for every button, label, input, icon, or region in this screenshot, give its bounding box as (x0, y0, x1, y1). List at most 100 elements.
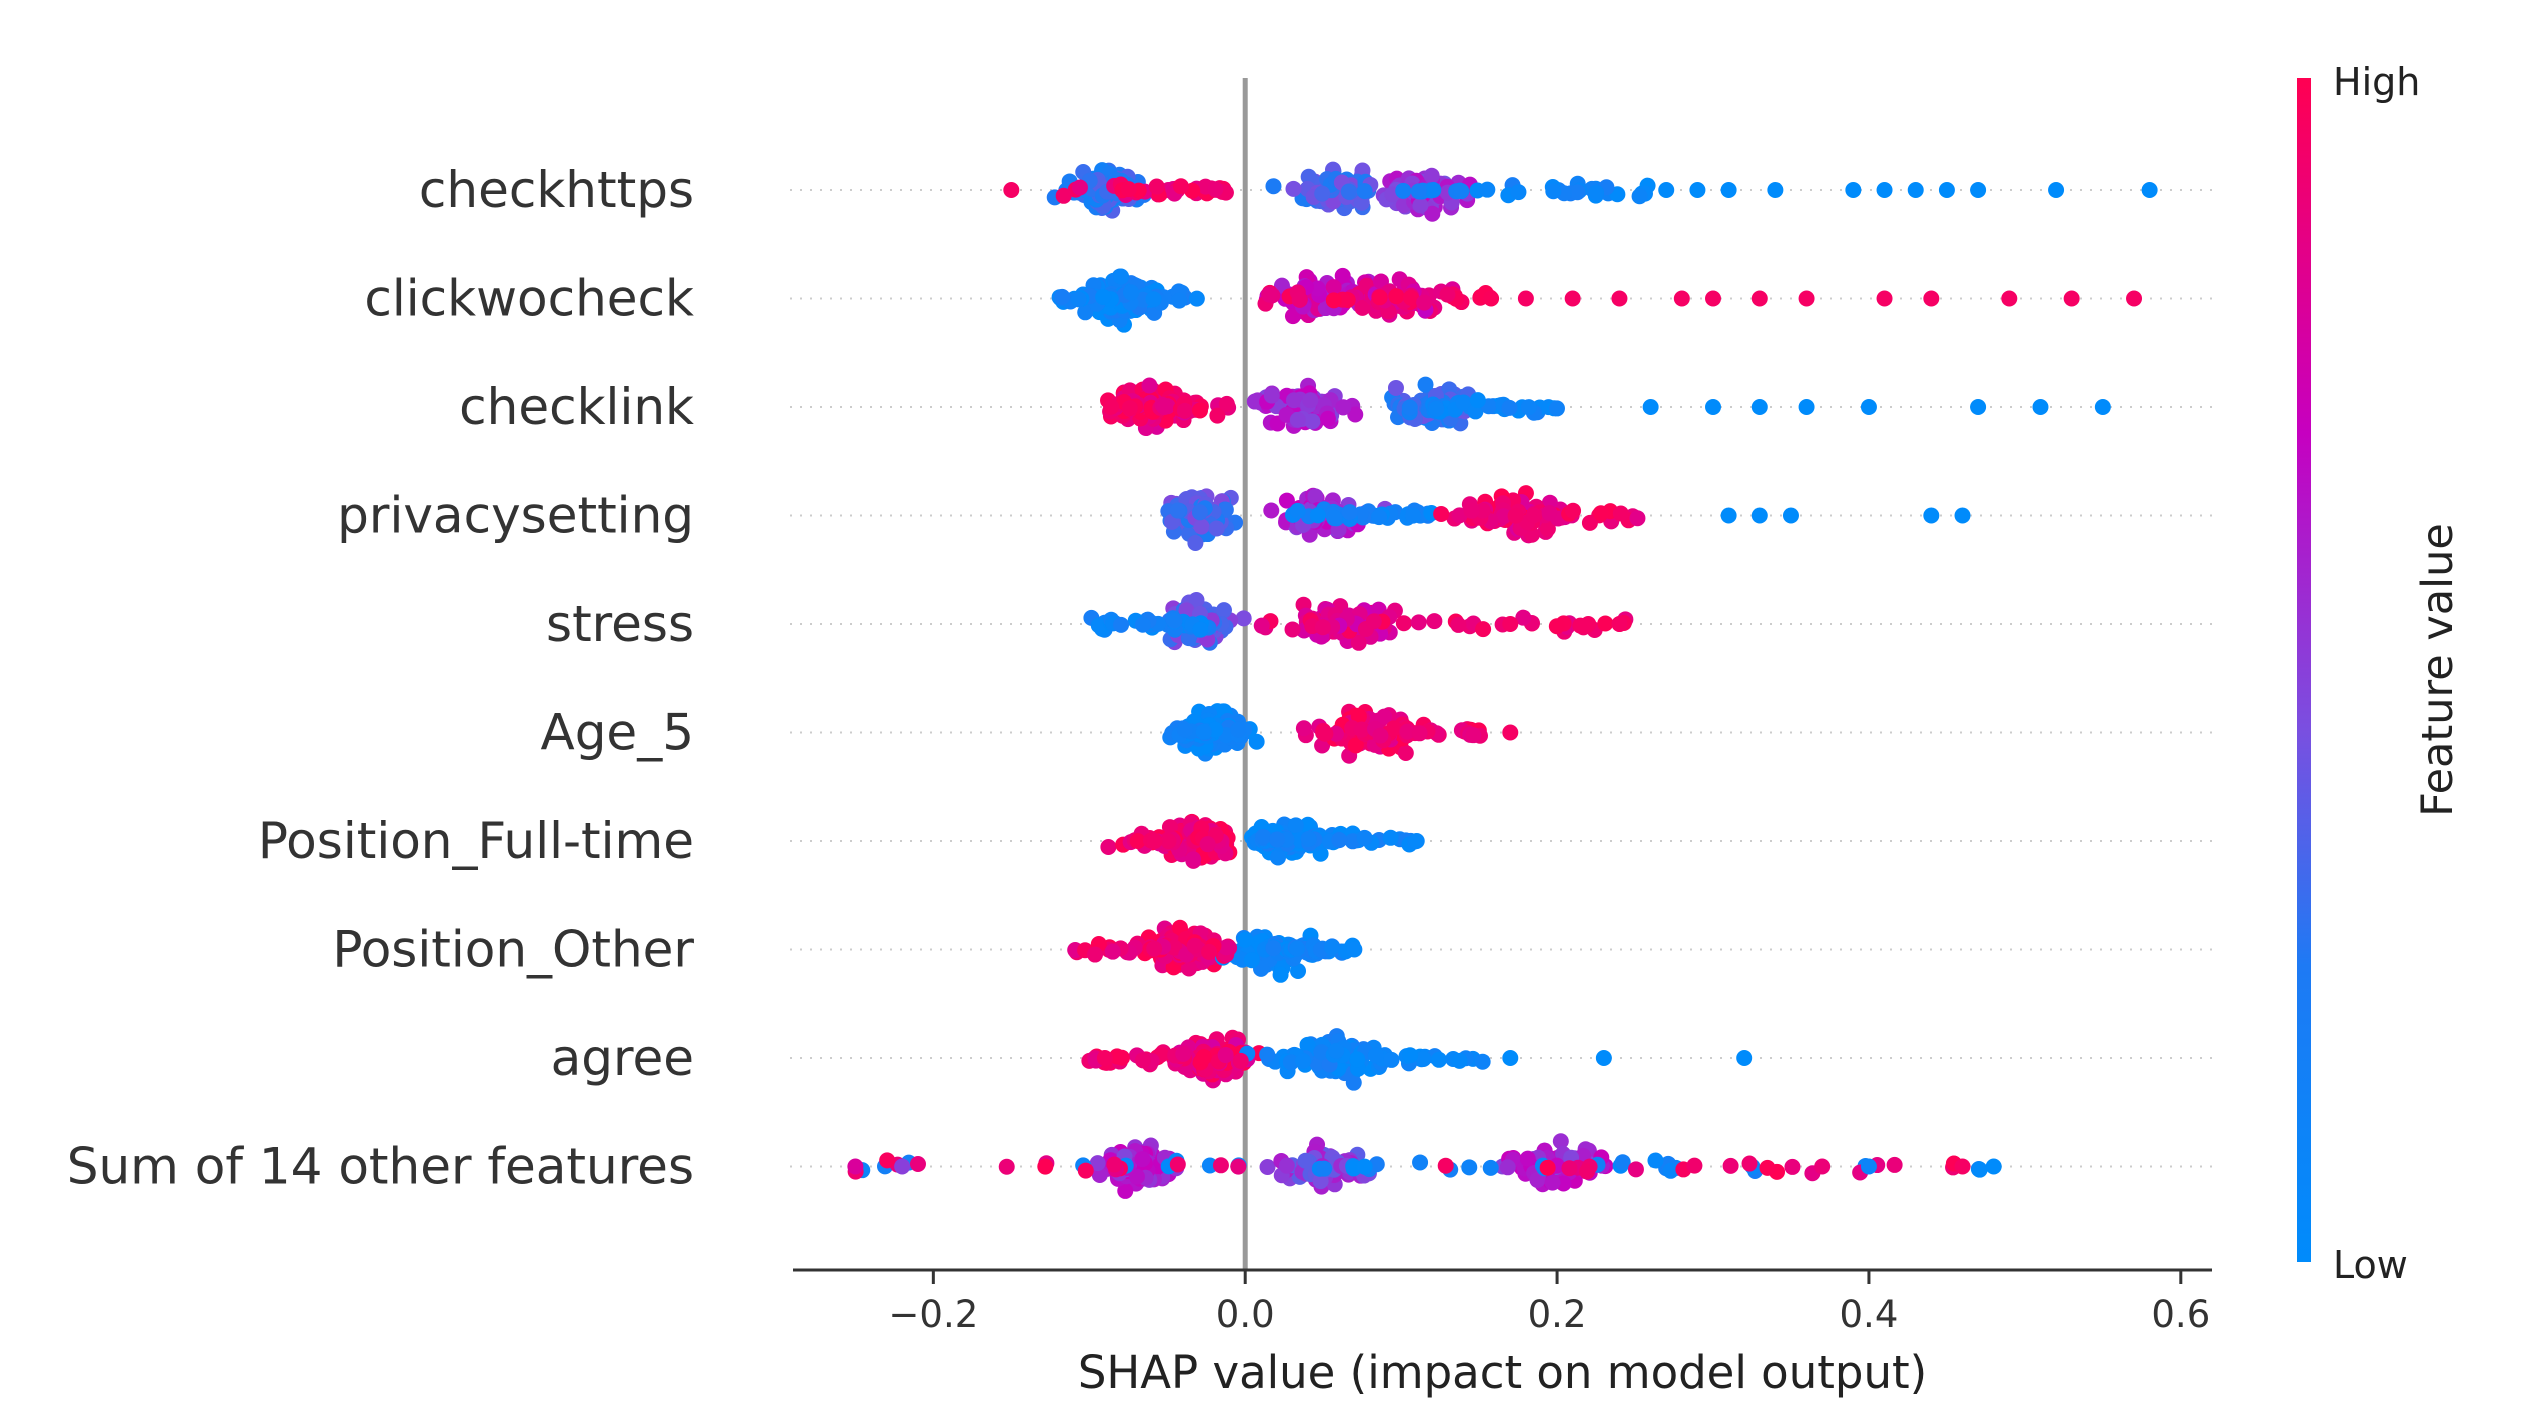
shap-point-outlier (2032, 399, 2049, 415)
shap-point (1886, 1156, 1903, 1173)
shap-point (1185, 851, 1202, 868)
shap-point (1289, 502, 1306, 519)
shap-point-outlier (2126, 290, 2143, 307)
shap-point-outlier (1720, 507, 1737, 524)
shap-point-outlier (1736, 1050, 1753, 1066)
shap-point (1365, 613, 1382, 630)
feature-row-stress (1083, 591, 1634, 651)
shap-point (1631, 188, 1648, 205)
shap-point (1176, 402, 1193, 419)
shap-point (1450, 616, 1467, 633)
shap-point (1272, 966, 1289, 983)
shap-point (1314, 185, 1331, 202)
shap-point (1263, 502, 1280, 519)
shap-point (1451, 507, 1468, 524)
x-tick-label: 0.0 (1216, 1293, 1275, 1336)
colorbar: High Low Feature value (2297, 60, 2463, 1287)
shap-point (1037, 1158, 1054, 1175)
shap-point (1117, 1182, 1134, 1199)
shap-point (1265, 940, 1282, 957)
shap-point (1592, 505, 1609, 522)
shap-point (1356, 1158, 1373, 1175)
shap-point-outlier (1689, 182, 1706, 198)
shap-point-outlier (1502, 1050, 1519, 1066)
feature-label-checkhttps: checkhttps (419, 161, 694, 219)
shap-point (1545, 183, 1562, 200)
shap-point (1295, 1052, 1312, 1069)
shap-point (1314, 619, 1331, 636)
shap-point (1215, 602, 1232, 619)
shap-point (879, 1152, 896, 1169)
shap-point (1474, 1053, 1491, 1070)
shap-point (1614, 1154, 1631, 1171)
shap-point (1612, 505, 1629, 522)
shap-point (1416, 294, 1433, 311)
shap-point-outlier (2048, 182, 2065, 198)
feature-row-agree (1081, 1028, 1753, 1091)
shap-point (1529, 1171, 1546, 1188)
shap-point (1552, 1133, 1569, 1150)
shap-point-outlier (1985, 1158, 2002, 1175)
shap-point (1439, 286, 1456, 303)
shap-point (1430, 1051, 1447, 1068)
colorbar-high-label: High (2333, 60, 2420, 104)
shap-point (1588, 184, 1605, 201)
shap-point (1299, 1036, 1316, 1053)
shap-point-outlier (1705, 399, 1722, 415)
x-tick-label: 0.6 (2151, 1293, 2210, 1336)
feature-row-age-5 (1162, 703, 1519, 764)
shap-point-outlier (1611, 616, 1628, 632)
shap-point (1176, 721, 1193, 738)
feature-label-sum-of-14-other-features: Sum of 14 other features (67, 1138, 694, 1196)
feature-row-sum-of-14-other-features (847, 1133, 2002, 1199)
shap-point (1278, 1157, 1295, 1174)
shap-point (1307, 488, 1324, 505)
shap-point (1561, 1160, 1578, 1177)
shap-point (1091, 1166, 1108, 1183)
shap-point (1166, 612, 1183, 629)
shap-point-outlier (1845, 182, 1862, 198)
shap-point-outlier (1954, 507, 1971, 524)
shap-point (1469, 392, 1486, 409)
shap-point (1722, 1157, 1739, 1174)
shap-point (1323, 939, 1340, 956)
shap-point (1172, 178, 1189, 195)
feature-label-agree: agree (551, 1029, 694, 1087)
shap-point (1353, 721, 1370, 738)
shap-point (1331, 832, 1348, 849)
shap-point (1309, 507, 1326, 524)
x-tick-label: −0.2 (888, 1293, 978, 1336)
shap-point (1087, 946, 1104, 963)
shap-point (1160, 833, 1177, 850)
feature-row-checkhttps (1003, 161, 2158, 222)
shap-point (1437, 1157, 1454, 1174)
shap-point (1548, 618, 1565, 635)
shap-point (1235, 610, 1252, 627)
shap-point (1302, 392, 1319, 409)
shap-point-outlier (1517, 290, 1534, 307)
shap-point (1411, 725, 1428, 742)
shap-point (1784, 1158, 1801, 1175)
shap-point (1426, 613, 1443, 630)
shap-point (1319, 410, 1336, 427)
shap-point (1191, 504, 1208, 521)
shap-point (1474, 502, 1491, 519)
x-tick-label: 0.2 (1528, 1293, 1587, 1336)
feature-label-privacysetting: privacysetting (337, 487, 694, 545)
shap-point-outlier (1705, 290, 1722, 307)
shap-point (1243, 952, 1260, 969)
shap-point (1089, 1155, 1106, 1172)
shap-point (1299, 816, 1316, 833)
shap-point (1479, 181, 1496, 198)
feature-row-position-other (1067, 919, 1363, 983)
shap-point (1328, 1042, 1345, 1059)
shap-point (1054, 288, 1071, 305)
shap-point (1148, 178, 1165, 195)
shap-point (1282, 1054, 1299, 1071)
feature-row-checklink (1100, 376, 2111, 437)
shap-point (1278, 492, 1295, 509)
shap-point-outlier (1346, 941, 1363, 958)
shap-point (1335, 399, 1352, 416)
shap-point (1581, 514, 1598, 531)
shap-point (1284, 621, 1301, 638)
